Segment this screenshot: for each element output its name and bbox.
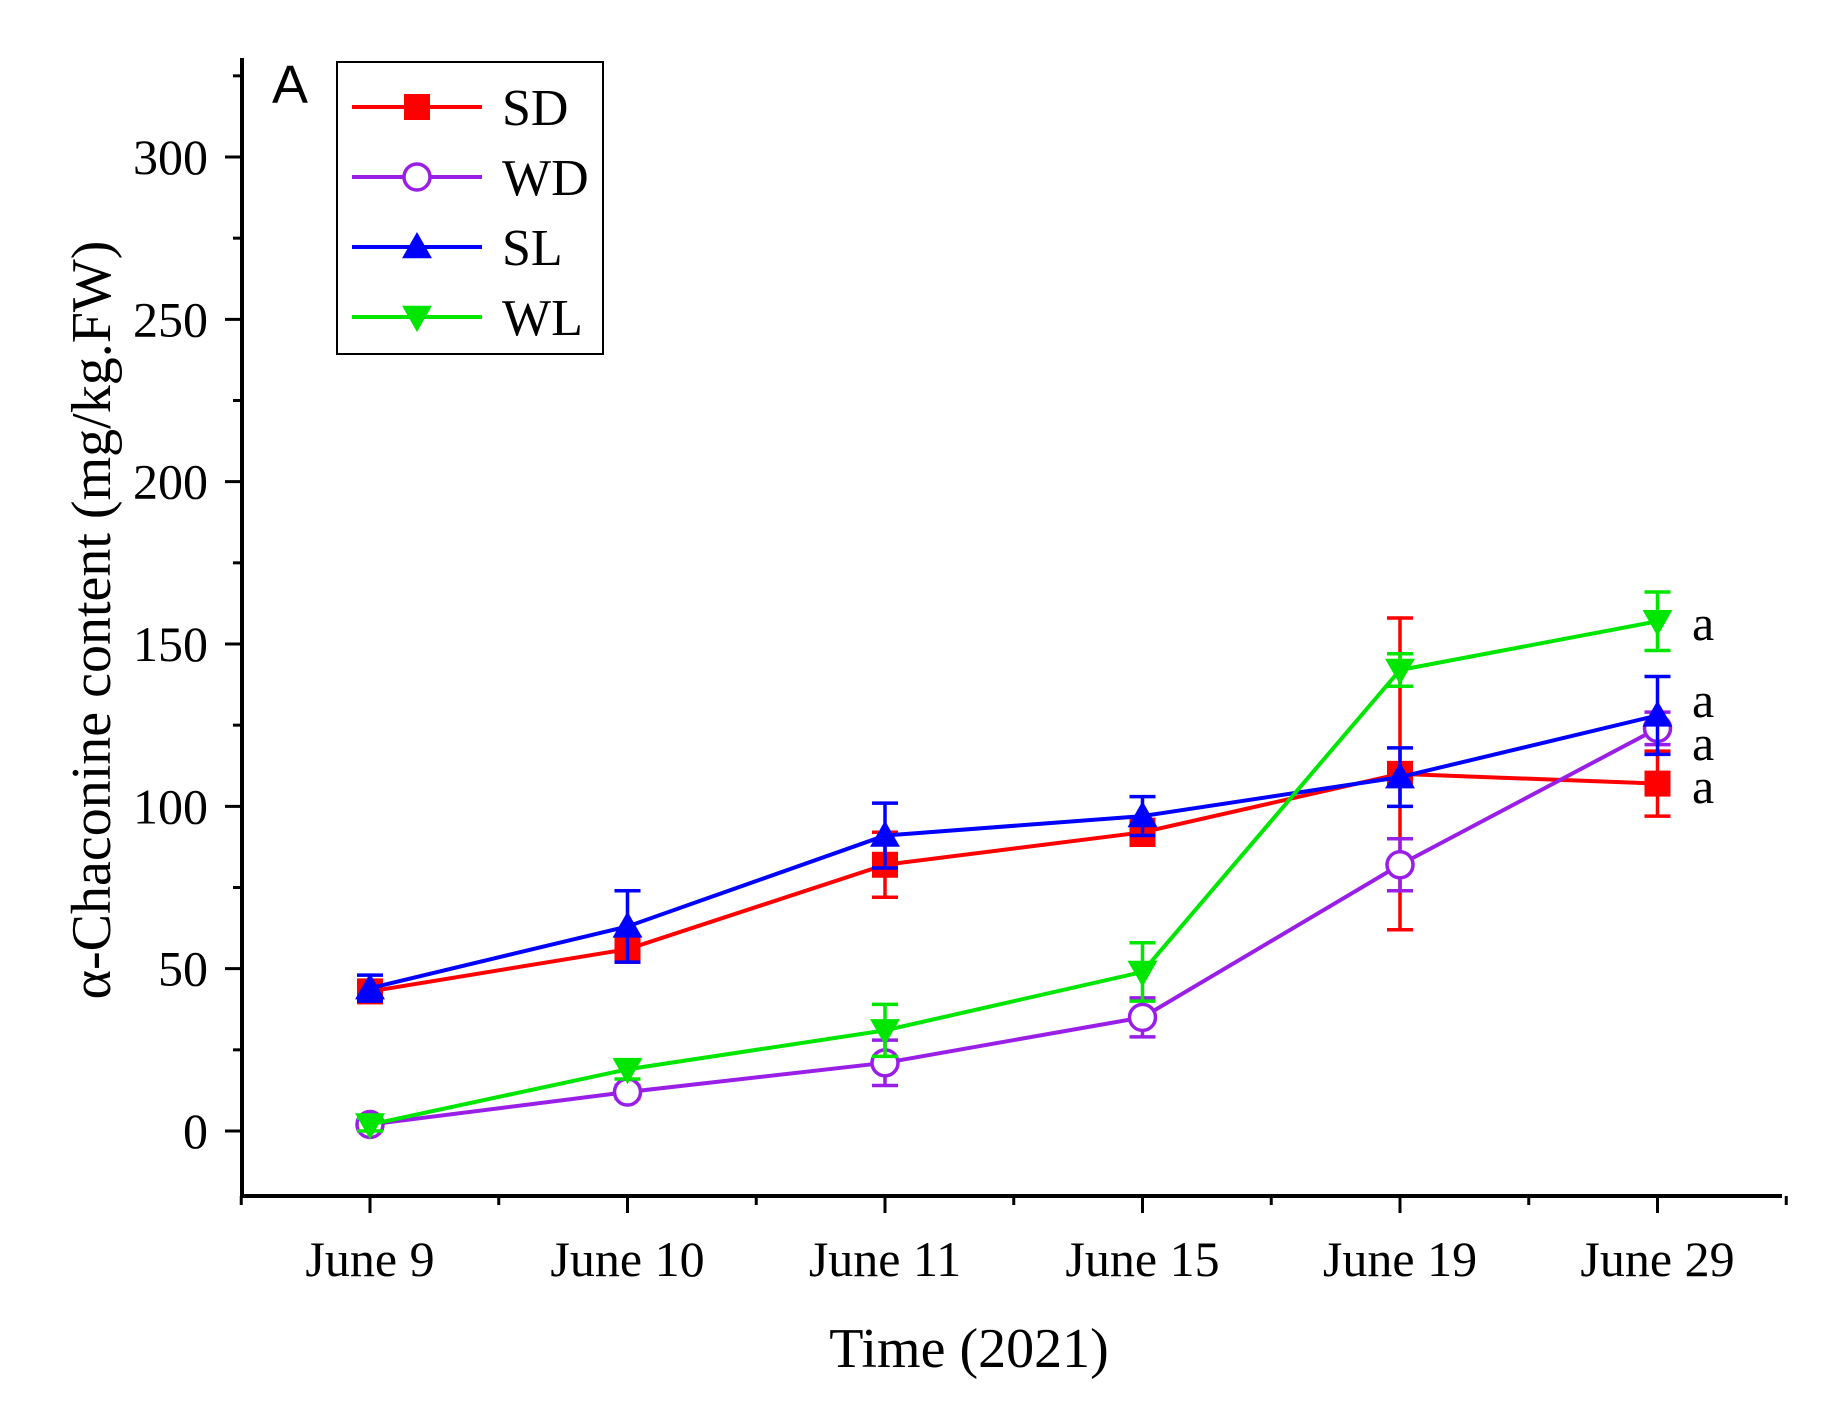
legend-layer: SD WD SL WL bbox=[336, 61, 604, 355]
data-point bbox=[1644, 770, 1671, 797]
y-tick-label: 0 bbox=[183, 1103, 208, 1159]
x-tick-label: June 29 bbox=[1580, 1231, 1734, 1287]
y-tick-label: 200 bbox=[133, 454, 208, 510]
series-wl bbox=[355, 590, 1673, 1140]
significance-label: a bbox=[1692, 715, 1714, 771]
significance-label: a bbox=[1692, 758, 1714, 814]
series-sl bbox=[355, 674, 1673, 1003]
legend-label: WD bbox=[502, 150, 589, 207]
data-point bbox=[355, 1113, 385, 1140]
legend-label: WL bbox=[502, 290, 583, 347]
data-point bbox=[355, 973, 385, 1000]
y-tick-label: 250 bbox=[133, 291, 208, 347]
data-point bbox=[1385, 762, 1415, 789]
data-point bbox=[612, 1058, 643, 1085]
y-tick-label: 300 bbox=[133, 129, 208, 185]
legend-label: SL bbox=[502, 220, 563, 277]
series-line bbox=[369, 726, 1659, 1127]
series-line bbox=[369, 713, 1658, 991]
series-sd bbox=[357, 616, 1671, 1005]
y-tick-label: 150 bbox=[133, 616, 208, 672]
y-tick-label: 50 bbox=[158, 941, 208, 997]
y-tick-label: 100 bbox=[133, 778, 208, 834]
legend-entry-wl: WL bbox=[352, 290, 583, 347]
legend-entry-sd: SD bbox=[352, 80, 568, 137]
legend-box bbox=[336, 61, 604, 355]
data-point bbox=[1127, 801, 1158, 828]
x-tick-label: June 10 bbox=[550, 1231, 704, 1287]
x-tick-label: June 15 bbox=[1065, 1231, 1219, 1287]
legend-entry-wd: WD bbox=[352, 150, 589, 207]
x-axis-title: Time (2021) bbox=[829, 1318, 1109, 1380]
legend-marker bbox=[402, 162, 432, 192]
panel-label: A bbox=[272, 55, 308, 115]
data-point bbox=[1642, 700, 1673, 727]
series-line bbox=[369, 771, 1658, 994]
legend-marker bbox=[402, 232, 432, 259]
x-tick-label: June 9 bbox=[305, 1231, 434, 1287]
data-point bbox=[870, 1019, 900, 1046]
series-line bbox=[369, 619, 1658, 1127]
legend-label: SD bbox=[502, 80, 568, 137]
data-point bbox=[870, 820, 900, 847]
significance-label: a bbox=[1692, 672, 1714, 728]
data-point bbox=[1127, 960, 1158, 987]
legend-marker bbox=[402, 305, 432, 332]
data-point bbox=[1385, 850, 1415, 880]
axes-layer: 0 50 100 150 200 250 300 June 9 June 10 June 11 Ju… bbox=[133, 58, 1788, 1287]
x-tick-label: June 19 bbox=[1323, 1231, 1477, 1287]
y-axis-title: α-Chaconine content (mg/kg.FW) bbox=[61, 241, 123, 1000]
data-point bbox=[1127, 1002, 1158, 1033]
data-point bbox=[612, 911, 643, 938]
x-tick-label: June 11 bbox=[809, 1231, 961, 1287]
data-point bbox=[1642, 610, 1673, 637]
data-point bbox=[1385, 658, 1415, 685]
significance-label: a bbox=[1692, 595, 1714, 651]
legend-entry-sl: SL bbox=[352, 220, 563, 277]
legend-marker bbox=[404, 94, 430, 120]
